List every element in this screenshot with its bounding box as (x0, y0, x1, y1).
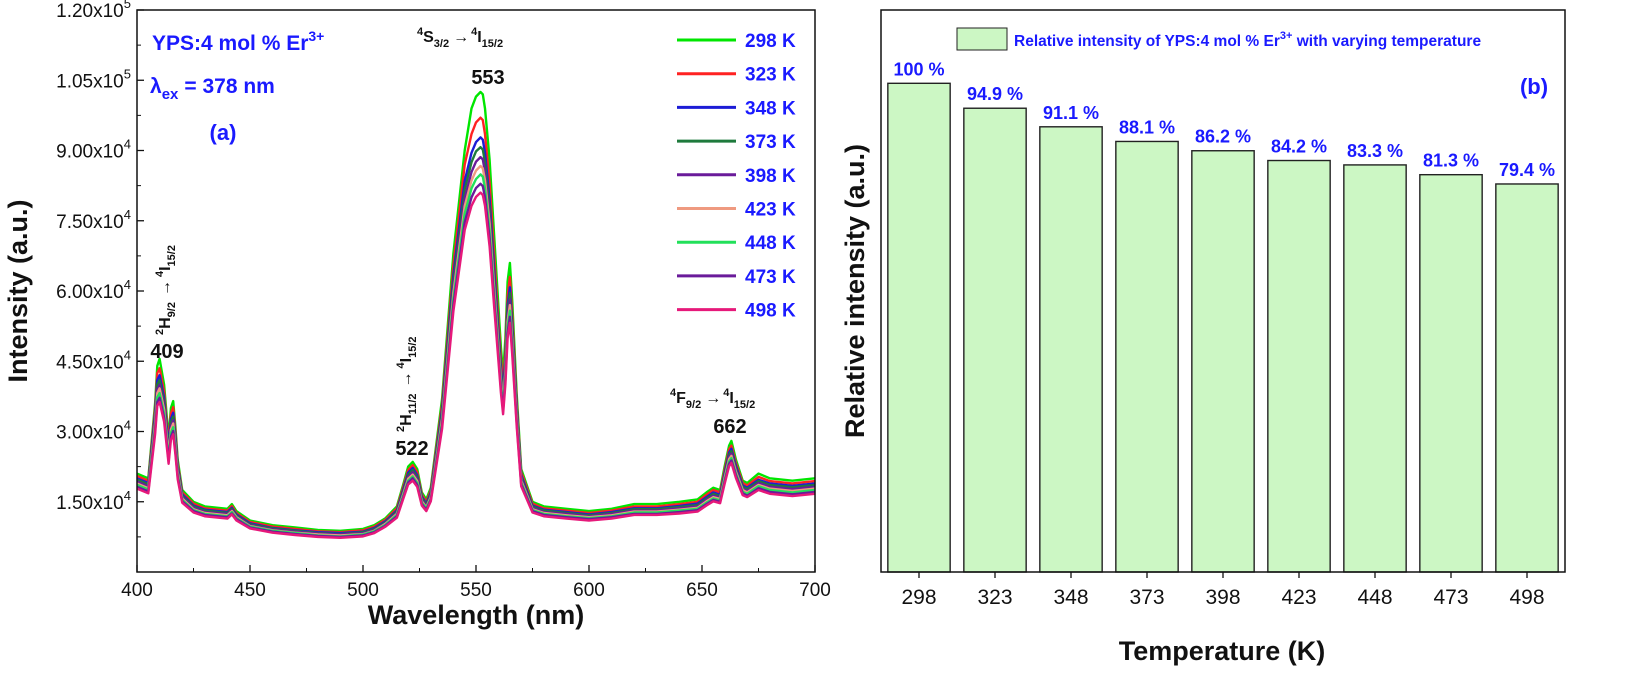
panel-b-legend: Relative intensity of YPS:4 mol % Er3+ w… (956, 27, 1481, 51)
y-tick-label: 7.50x104 (56, 207, 131, 233)
legend-label: 423 K (745, 200, 796, 221)
x-tick-label: 473 (1433, 586, 1468, 609)
peak-409-label: 409 (150, 341, 183, 363)
y-tick-label: 6.00x104 (56, 277, 131, 303)
excitation-label: λex = 378 nm (150, 75, 275, 103)
x-tick-label: 450 (234, 580, 266, 601)
series-line-423-K (136, 164, 816, 537)
svg-text:2H11/2→4I15/2: 2H11/2→4I15/2 (395, 337, 419, 433)
legend-label: 398 K (745, 166, 796, 187)
series-line-398-K (136, 155, 816, 536)
panel-a-y-axis-title: Intensity (a.u.) (3, 199, 33, 382)
series-line-373-K (136, 145, 816, 536)
bar-value-label: 94.9 % (967, 84, 1023, 104)
x-tick-label: 500 (347, 580, 379, 601)
panel-b: 100 % 94.9 % 91.1 % 88.1 % 86.2 % 84.2 % 83.3 … (840, 9, 1566, 666)
bar-value-label: 100 % (893, 59, 944, 79)
x-tick-label: 448 (1357, 586, 1392, 609)
bar-348 (1039, 126, 1103, 573)
panel-a-y-tick-labels: 1.50x104 3.00x104 4.50x104 6.00x104 7.50x104… (56, 0, 131, 514)
sample-title: YPS:4 mol % Er3+ (152, 28, 324, 55)
transition-662: 4F9/2 → 4I15/2 662 (670, 387, 755, 438)
panel-b-x-axis-title: Temperature (K) (1119, 636, 1326, 666)
svg-text:4S3/2→4I15/2: 4S3/2 → 4I15/2 (417, 26, 503, 50)
panel-a-spectra (136, 90, 816, 539)
bar-value-label: 84.2 % (1271, 137, 1327, 157)
series-line-448-K (136, 173, 816, 538)
svg-text:4F9/2→4I15/2: 4F9/2 → 4I15/2 (670, 387, 755, 411)
peak-662-label: 662 (713, 416, 746, 438)
bar-value-label: 88.1 % (1119, 117, 1175, 137)
legend-swatch (956, 27, 1008, 51)
panel-a-x-axis-title: Wavelength (nm) (368, 600, 585, 630)
x-tick-label: 373 (1129, 586, 1164, 609)
panel-a-frame (136, 9, 816, 573)
peak-522-label: 522 (395, 438, 428, 460)
bar-value-label: 91.1 % (1043, 103, 1099, 123)
svg-text:2H9/2→4I15/2: 2H9/2→4I15/2 (154, 245, 178, 335)
transition-553: 4S3/2 → 4I15/2 553 (417, 26, 505, 89)
x-tick-label: 400 (121, 580, 153, 601)
legend-label: 448 K (745, 233, 796, 254)
series-line-498-K (136, 191, 816, 539)
x-tick-label: 398 (1205, 586, 1240, 609)
legend-text: Relative intensity of YPS:4 mol % Er3+ w… (1014, 30, 1481, 50)
bar-423 (1267, 159, 1331, 573)
series-line-473-K (136, 182, 816, 539)
y-tick-label: 9.00x104 (56, 137, 131, 163)
bar-value-label: 86.2 % (1195, 127, 1251, 147)
legend-label: 498 K (745, 301, 796, 322)
y-tick-label: 4.50x104 (56, 347, 131, 373)
bar-323 (963, 107, 1027, 573)
panel-b-label: (b) (1520, 74, 1548, 99)
bar-298 (887, 82, 951, 573)
y-tick-label: 1.05x105 (56, 66, 131, 92)
bar-value-label: 83.3 % (1347, 141, 1403, 161)
panel-a-label: (a) (210, 120, 237, 145)
panel-b-x-tick-labels: 298 323 348 373 398 423 448 473 498 (901, 586, 1544, 609)
bar-373 (1115, 140, 1179, 573)
x-tick-label: 423 (1281, 586, 1316, 609)
y-tick-label: 1.20x105 (56, 0, 131, 22)
x-tick-label: 550 (460, 580, 492, 601)
bar-473 (1419, 173, 1483, 573)
x-tick-label: 298 (901, 586, 936, 609)
bar-value-label: 79.4 % (1499, 160, 1555, 180)
x-tick-label: 498 (1509, 586, 1544, 609)
x-tick-label: 600 (573, 580, 605, 601)
y-tick-label: 1.50x104 (56, 488, 131, 514)
bar-498 (1495, 183, 1559, 573)
legend-label: 473 K (745, 267, 796, 288)
bar-398 (1191, 150, 1255, 573)
bar-value-label: 81.3 % (1423, 151, 1479, 171)
y-tick-label: 3.00x104 (56, 418, 131, 444)
x-tick-label: 650 (686, 580, 718, 601)
series-line-298-K (136, 90, 816, 532)
x-tick-label: 348 (1053, 586, 1088, 609)
x-tick-label: 323 (977, 586, 1012, 609)
legend-label: 373 K (745, 132, 796, 153)
transition-522: 2H11/2→4I15/2 522 (395, 337, 429, 461)
panel-b-frame (880, 9, 1566, 573)
series-line-323-K (136, 116, 816, 534)
transition-409: 2H9/2→4I15/2 409 (150, 245, 183, 363)
bar-448 (1343, 164, 1407, 573)
x-tick-label: 700 (799, 580, 831, 601)
peak-553-label: 553 (471, 67, 504, 89)
panel-b-y-axis-title: Relative intensity (a.u.) (840, 144, 870, 438)
panel-b-bars: 100 % 94.9 % 91.1 % 88.1 % 86.2 % 84.2 % 83.3 … (887, 59, 1559, 578)
panel-a-legend: 298 K 323 K 348 K 373 K 398 K 423 K 448 K 473 K… (677, 31, 796, 322)
legend-label: 298 K (745, 31, 796, 52)
legend-label: 323 K (745, 65, 796, 86)
panel-a: 1.50x104 3.00x104 4.50x104 6.00x104 7.50x104… (3, 0, 831, 630)
panel-a-x-tick-labels: 400 450 500 550 600 650 700 (121, 580, 831, 601)
legend-label: 348 K (745, 98, 796, 119)
